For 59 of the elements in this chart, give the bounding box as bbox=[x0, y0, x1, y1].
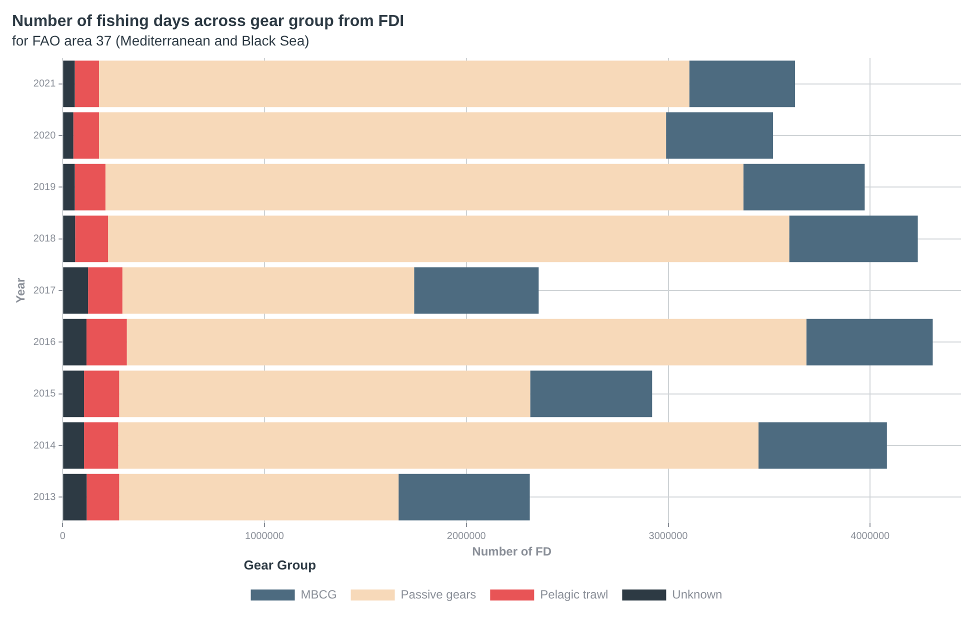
bar bbox=[758, 422, 887, 469]
bar bbox=[105, 164, 744, 210]
bar bbox=[63, 216, 76, 262]
bar bbox=[743, 164, 865, 210]
bar bbox=[119, 474, 399, 520]
bar bbox=[63, 112, 74, 159]
bar bbox=[75, 216, 108, 262]
bar bbox=[122, 267, 414, 314]
x-tick-label: 2000000 bbox=[446, 530, 486, 542]
chart-subtitle: for FAO area 37 (Mediterranean and Black Sea) bbox=[12, 32, 310, 48]
bar bbox=[63, 370, 84, 418]
y-tick-label: 2015 bbox=[33, 388, 56, 400]
y-tick-label: 2019 bbox=[33, 182, 56, 193]
x-axis-title: Number of FD bbox=[472, 544, 552, 559]
bar bbox=[666, 112, 774, 159]
chart-title: Number of fishing days across gear group from FDI bbox=[12, 13, 404, 30]
bar bbox=[63, 474, 87, 520]
bar bbox=[63, 318, 86, 366]
y-axis-title: Year bbox=[14, 277, 28, 304]
bar bbox=[806, 318, 933, 366]
y-tick-label: 2020 bbox=[33, 130, 56, 142]
x-tick-label: 4000000 bbox=[850, 530, 890, 542]
bar bbox=[789, 216, 918, 262]
x-tick-label: 0 bbox=[60, 530, 66, 542]
bar bbox=[126, 318, 806, 366]
bar bbox=[63, 60, 75, 108]
bar bbox=[530, 370, 652, 418]
legend-label: Passive gears bbox=[400, 587, 476, 602]
x-tick-label: 1000000 bbox=[245, 530, 284, 542]
bar bbox=[98, 60, 690, 108]
bar bbox=[84, 422, 118, 469]
legend-title: Gear Group bbox=[244, 557, 316, 572]
bar bbox=[74, 60, 99, 108]
bar bbox=[98, 112, 666, 159]
bar bbox=[414, 267, 539, 314]
y-tick-label: 2017 bbox=[33, 285, 56, 296]
bar bbox=[73, 112, 99, 159]
bar bbox=[118, 422, 759, 469]
legend-label: Pelagic trawl bbox=[540, 587, 608, 602]
bar bbox=[84, 370, 120, 418]
y-tick-label: 2021 bbox=[33, 78, 56, 90]
legend-label: MBCG bbox=[300, 587, 337, 602]
y-tick-label: 2018 bbox=[33, 234, 56, 245]
bar bbox=[119, 370, 530, 418]
bar bbox=[398, 474, 530, 520]
bar bbox=[63, 267, 88, 314]
bar bbox=[86, 318, 127, 366]
y-tick-label: 2014 bbox=[33, 440, 56, 452]
x-tick-label: 3000000 bbox=[648, 530, 688, 542]
bar bbox=[74, 164, 106, 210]
bar bbox=[88, 267, 122, 314]
legend-label: Unknown bbox=[672, 587, 722, 602]
y-tick-label: 2013 bbox=[33, 492, 56, 503]
y-tick-label: 2016 bbox=[33, 336, 56, 348]
bar bbox=[689, 60, 796, 108]
bar bbox=[63, 164, 75, 210]
bar bbox=[86, 474, 120, 520]
bar bbox=[63, 422, 84, 469]
bar bbox=[108, 216, 790, 262]
